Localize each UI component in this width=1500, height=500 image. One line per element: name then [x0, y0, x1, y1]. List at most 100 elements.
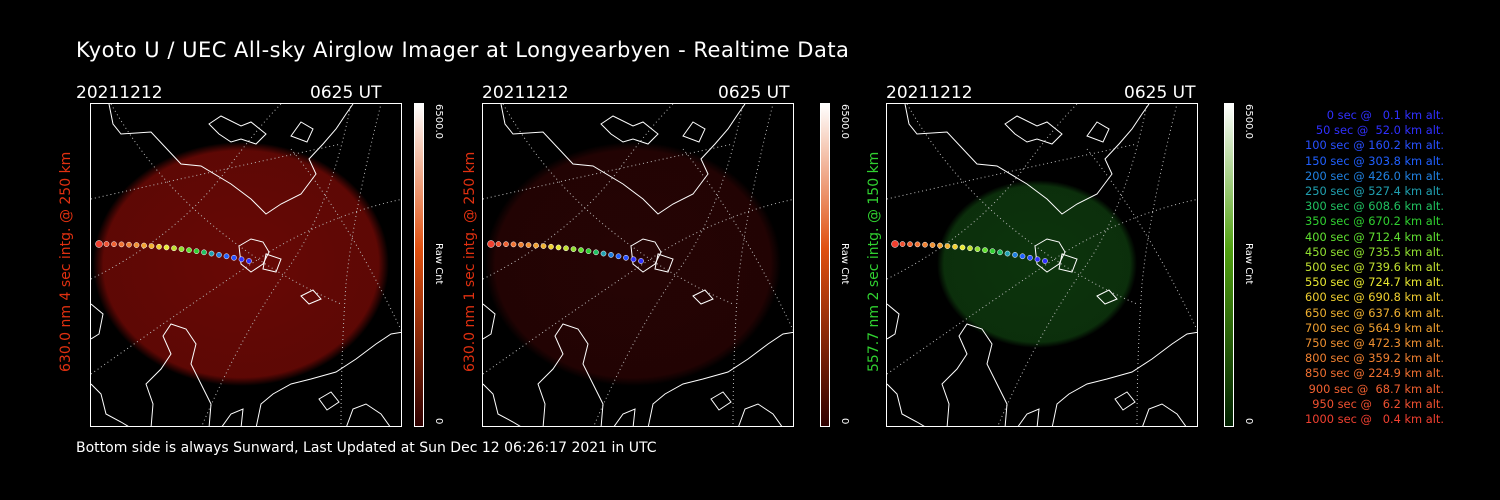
coastline — [145, 323, 212, 426]
track-point — [959, 244, 966, 251]
track-point — [630, 256, 637, 263]
track-point — [103, 241, 110, 247]
coastline — [91, 303, 104, 340]
panel-3-ylabel: 557.7 nm 2 sec intg. @ 150 km — [866, 151, 882, 372]
panel-2-ylabel: 630.0 nm 1 sec intg. @ 250 km — [462, 151, 478, 372]
coastline — [238, 238, 270, 273]
coastline — [941, 323, 1008, 426]
track-point — [126, 241, 132, 248]
grid-line — [483, 143, 734, 200]
legend-entry: 350 sec @ 670.2 km alt. — [1305, 214, 1444, 229]
legend-entry: 750 sec @ 472.3 km alt. — [1305, 336, 1444, 351]
legend-entry: 550 sec @ 724.7 km alt. — [1305, 275, 1444, 290]
legend-entry: 850 sec @ 224.9 km alt. — [1305, 366, 1444, 381]
panel-2-cb-max: 6500.0 — [839, 104, 850, 139]
panel-3-colorbar — [1224, 103, 1234, 427]
coastline — [262, 253, 282, 273]
track-point — [231, 254, 237, 261]
track-point — [585, 248, 592, 255]
track-point — [937, 242, 943, 249]
panel-2-cb-unit: Raw Cnt — [839, 243, 850, 285]
track-point — [1004, 250, 1011, 257]
panel-2-time: 0625 UT — [718, 83, 790, 103]
coastline — [208, 115, 267, 145]
track-point — [201, 249, 207, 256]
track-point — [593, 249, 599, 256]
panel-3-cb-min: 0 — [1243, 418, 1254, 425]
legend-entry: 300 sec @ 608.6 km alt. — [1305, 199, 1444, 214]
grid-line — [887, 143, 1138, 200]
track-point — [600, 250, 607, 257]
track-point — [1019, 253, 1026, 260]
track-point — [95, 240, 103, 248]
coastline — [682, 121, 706, 143]
legend-entry: 100 sec @ 160.2 km alt. — [1305, 138, 1444, 153]
coastline — [221, 408, 244, 426]
track-point — [156, 243, 162, 250]
track-point — [929, 242, 936, 248]
track-point — [118, 241, 125, 248]
panel-3-cb-unit: Raw Cnt — [1243, 243, 1254, 285]
coastline — [1051, 331, 1197, 426]
panel-1-cb-min: 0 — [433, 418, 444, 425]
grid-line — [91, 104, 282, 280]
panel-1-cb-max: 6500.0 — [433, 104, 444, 139]
grid-line — [110, 104, 342, 305]
track-point — [1027, 254, 1033, 261]
track-point — [111, 241, 117, 248]
track-point — [555, 244, 562, 251]
legend-entry: 0 sec @ 0.1 km alt. — [1326, 108, 1444, 122]
coastline — [1004, 115, 1063, 145]
coastline — [500, 104, 746, 215]
map-drawing — [483, 104, 793, 426]
panel-3-date: 20211212 — [886, 83, 973, 103]
map-drawing — [887, 104, 1197, 426]
coastline — [600, 115, 659, 145]
coastline — [1086, 121, 1110, 143]
track-point — [487, 240, 495, 248]
track-point — [891, 240, 899, 248]
track-point — [578, 247, 584, 253]
legend-entry: 250 sec @ 527.4 km alt. — [1305, 184, 1444, 199]
track-point — [982, 247, 988, 253]
grid-line — [502, 104, 734, 305]
coastline — [300, 289, 322, 305]
panel-1-cb-unit: Raw Cnt — [433, 243, 444, 285]
track-point — [193, 248, 200, 255]
coastline — [346, 403, 391, 426]
grid-line — [887, 104, 1078, 280]
coastline — [318, 391, 340, 411]
track-point — [638, 258, 644, 264]
grid-line — [91, 143, 342, 200]
legend-entry: 50 sec @ 52.0 km alt. — [1315, 123, 1444, 138]
track-point — [163, 244, 170, 251]
coastline — [1096, 289, 1118, 305]
legend-entry: 450 sec @ 735.5 km alt. — [1305, 244, 1444, 259]
track-point — [1012, 252, 1018, 258]
track-point — [141, 242, 147, 249]
track-point — [178, 246, 185, 252]
track-point — [525, 242, 532, 248]
coastline — [1017, 408, 1040, 426]
track-point — [922, 241, 928, 248]
coastline — [613, 408, 636, 426]
page-title: Kyoto U / UEC All-sky Airglow Imager at … — [76, 38, 850, 62]
track-point — [495, 241, 502, 247]
legend-entry: 900 sec @ 68.7 km alt. — [1308, 381, 1444, 396]
coastline — [692, 289, 714, 305]
track-point — [907, 241, 913, 248]
coastline — [1114, 391, 1136, 411]
coastline — [483, 303, 496, 340]
panel-2-date: 20211212 — [482, 83, 569, 103]
grid-line — [483, 104, 674, 280]
track-point — [615, 253, 622, 260]
track-point — [518, 241, 524, 248]
coastline — [91, 383, 129, 426]
coastline — [108, 104, 354, 215]
track-point — [1034, 256, 1041, 263]
track-point — [899, 241, 906, 247]
track-point — [944, 243, 951, 249]
track-point — [563, 245, 569, 252]
track-point — [997, 249, 1003, 256]
legend-entry: 600 sec @ 690.8 km alt. — [1305, 290, 1444, 305]
